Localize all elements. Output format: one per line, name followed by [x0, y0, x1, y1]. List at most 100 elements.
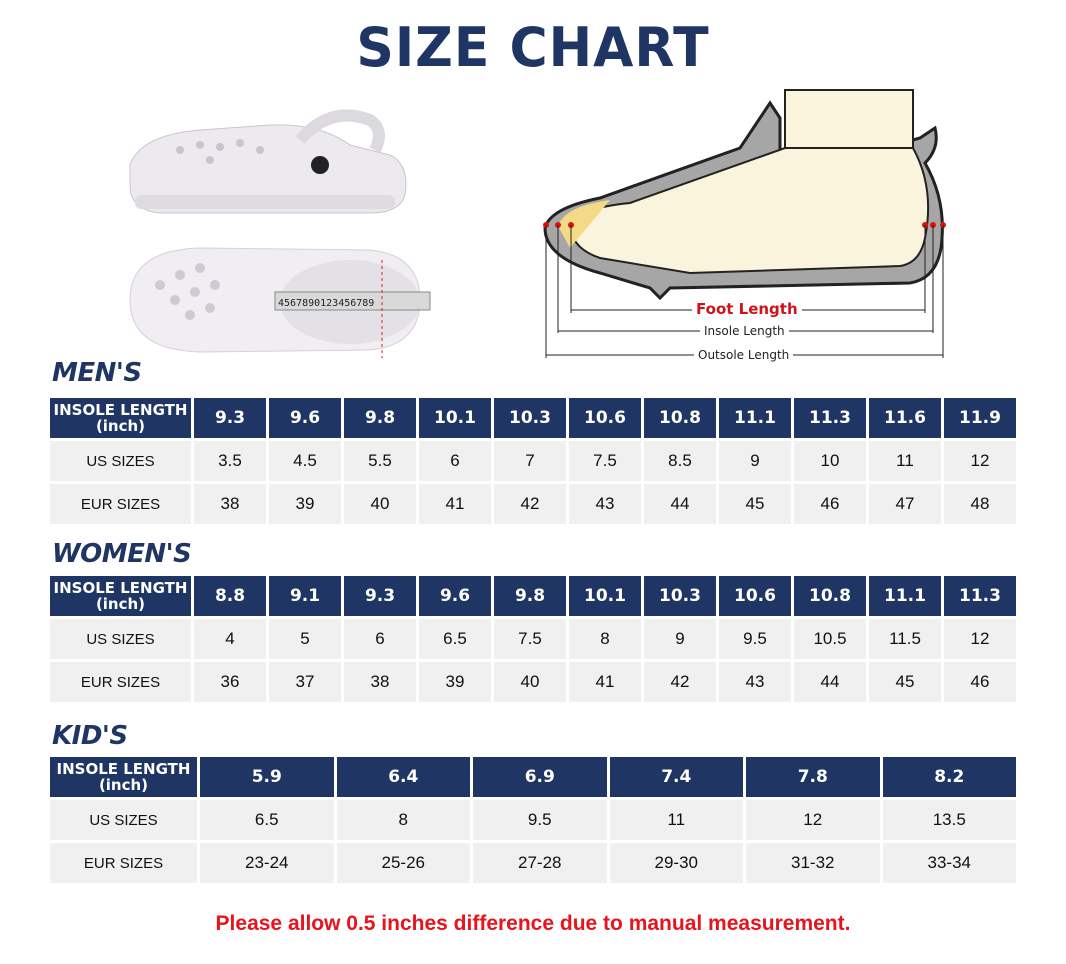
svg-text:4567890123456789: 4567890123456789 — [278, 298, 374, 309]
insole-cell: 6.9 — [473, 757, 607, 797]
insole-row: INSOLE LENGTH (inch) 9.3 9.6 9.8 10.1 10.3 10.6… — [50, 398, 1016, 438]
us-cell: 6 — [344, 619, 416, 659]
us-cell: 11.5 — [869, 619, 941, 659]
insole-cell: 10.3 — [494, 398, 566, 438]
eur-cell: 38 — [194, 484, 266, 524]
eur-cell: 42 — [494, 484, 566, 524]
us-cell: 3.5 — [194, 441, 266, 481]
insole-cell: 7.8 — [746, 757, 880, 797]
eur-row-label: EUR SIZES — [50, 843, 197, 883]
insole-cell: 9.3 — [194, 398, 266, 438]
us-cell: 9.5 — [719, 619, 791, 659]
mens-heading: MEN'S — [52, 358, 142, 388]
kids-size-table: INSOLE LENGTH (inch) 5.9 6.4 6.9 7.4 7.8 8.2 US … — [47, 754, 1019, 886]
us-row-label: US SIZES — [50, 619, 191, 659]
foot-length-label: Foot Length — [692, 300, 802, 318]
eur-cell: 47 — [869, 484, 941, 524]
us-cell: 6.5 — [419, 619, 491, 659]
outsole-length-label: Outsole Length — [694, 348, 794, 362]
unit-label: (inch) — [95, 417, 146, 435]
us-row: US SIZES 4 5 6 6.5 7.5 8 9 9.5 10.5 11.5 12 — [50, 619, 1016, 659]
us-cell: 9.5 — [473, 800, 607, 840]
insole-cell: 10.1 — [569, 576, 641, 616]
us-cell: 8 — [569, 619, 641, 659]
eur-cell: 33-34 — [882, 843, 1016, 883]
insole-cell: 9.1 — [269, 576, 341, 616]
foot-measurement-diagram — [543, 89, 946, 358]
page-title: SIZE CHART — [356, 16, 710, 80]
clog-side-image — [129, 109, 407, 214]
us-cell: 5 — [269, 619, 341, 659]
eur-cell: 39 — [419, 662, 491, 702]
insole-cell: 8.8 — [194, 576, 266, 616]
insole-cell: 9.6 — [269, 398, 341, 438]
insole-cell: 9.6 — [419, 576, 491, 616]
us-cell: 10 — [794, 441, 866, 481]
us-cell: 12 — [944, 619, 1016, 659]
eur-row-label: EUR SIZES — [50, 484, 191, 524]
insole-cell: 10.8 — [644, 398, 716, 438]
insole-length-label: INSOLE LENGTH — [53, 579, 188, 597]
us-cell: 8 — [336, 800, 470, 840]
insole-row-label: INSOLE LENGTH (inch) — [50, 757, 197, 797]
us-cell: 12 — [746, 800, 880, 840]
insole-cell: 6.4 — [336, 757, 470, 797]
eur-cell: 46 — [944, 662, 1016, 702]
us-cell: 8.5 — [644, 441, 716, 481]
insole-cell: 10.6 — [719, 576, 791, 616]
us-cell: 4 — [194, 619, 266, 659]
eur-cell: 37 — [269, 662, 341, 702]
insole-cell: 11.1 — [719, 398, 791, 438]
eur-row: EUR SIZES 23-24 25-26 27-28 29-30 31-32 33-34 — [50, 843, 1016, 883]
eur-cell: 23-24 — [200, 843, 334, 883]
insole-cell: 10.3 — [644, 576, 716, 616]
insole-cell: 5.9 — [200, 757, 334, 797]
insole-cell: 10.1 — [419, 398, 491, 438]
eur-cell: 44 — [794, 662, 866, 702]
insole-cell: 11.6 — [869, 398, 941, 438]
eur-cell: 40 — [344, 484, 416, 524]
insole-cell: 11.3 — [944, 576, 1016, 616]
us-cell: 13.5 — [882, 800, 1016, 840]
eur-cell: 27-28 — [473, 843, 607, 883]
insole-row-label: INSOLE LENGTH (inch) — [50, 576, 191, 616]
insole-length-label: INSOLE LENGTH — [53, 401, 188, 419]
insole-cell: 9.8 — [494, 576, 566, 616]
womens-heading: WOMEN'S — [52, 539, 192, 569]
eur-cell: 41 — [419, 484, 491, 524]
insole-cell: 8.2 — [882, 757, 1016, 797]
insole-length-label: Insole Length — [700, 324, 789, 338]
us-row-label: US SIZES — [50, 441, 191, 481]
us-cell: 6.5 — [200, 800, 334, 840]
insole-row: INSOLE LENGTH (inch) 8.8 9.1 9.3 9.6 9.8 10.1 10… — [50, 576, 1016, 616]
insole-cell: 7.4 — [609, 757, 743, 797]
us-row: US SIZES 3.5 4.5 5.5 6 7 7.5 8.5 9 10 11 12 — [50, 441, 1016, 481]
measurement-note: Please allow 0.5 inches difference due t… — [215, 912, 851, 935]
insole-cell: 11.3 — [794, 398, 866, 438]
us-cell: 4.5 — [269, 441, 341, 481]
eur-row-label: EUR SIZES — [50, 662, 191, 702]
us-row-label: US SIZES — [50, 800, 197, 840]
insole-cell: 10.8 — [794, 576, 866, 616]
eur-cell: 44 — [644, 484, 716, 524]
mens-size-table: INSOLE LENGTH (inch) 9.3 9.6 9.8 10.1 10.3 10.6… — [47, 395, 1019, 527]
us-cell: 9 — [719, 441, 791, 481]
us-cell: 11 — [609, 800, 743, 840]
unit-label: (inch) — [95, 595, 146, 613]
clog-top-image: 4567890123456789 — [129, 247, 431, 358]
insole-cell: 11.9 — [944, 398, 1016, 438]
eur-cell: 36 — [194, 662, 266, 702]
kids-heading: KID'S — [52, 721, 128, 751]
womens-size-table: INSOLE LENGTH (inch) 8.8 9.1 9.3 9.6 9.8 10.1 10… — [47, 573, 1019, 705]
us-cell: 10.5 — [794, 619, 866, 659]
insole-cell: 10.6 — [569, 398, 641, 438]
insole-row: INSOLE LENGTH (inch) 5.9 6.4 6.9 7.4 7.8 8.2 — [50, 757, 1016, 797]
insole-length-label: INSOLE LENGTH — [56, 760, 191, 778]
eur-cell: 46 — [794, 484, 866, 524]
us-cell: 7 — [494, 441, 566, 481]
eur-cell: 48 — [944, 484, 1016, 524]
us-cell: 9 — [644, 619, 716, 659]
us-cell: 6 — [419, 441, 491, 481]
insole-cell: 9.8 — [344, 398, 416, 438]
